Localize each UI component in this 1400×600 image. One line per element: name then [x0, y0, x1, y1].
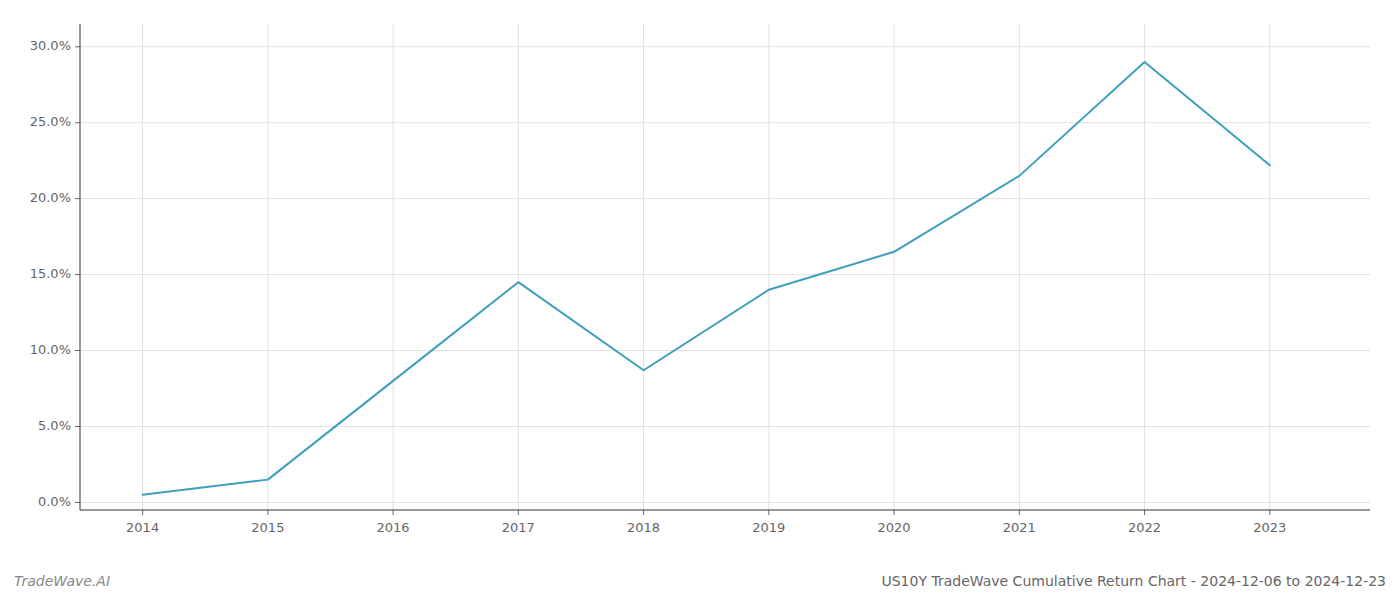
grid: [80, 24, 1370, 510]
x-tick-label: 2019: [752, 520, 785, 535]
x-tick: [643, 510, 644, 515]
x-tick-label: 2022: [1128, 520, 1161, 535]
x-tick: [894, 510, 895, 515]
y-tick-label: 5.0%: [38, 418, 71, 433]
x-tick: [768, 510, 769, 515]
line: [143, 62, 1270, 495]
watermark: TradeWave.AI: [14, 573, 110, 589]
y-tick: [75, 274, 80, 275]
grid-line: [1144, 24, 1145, 510]
y-axis-line: [80, 24, 81, 510]
x-axis-line: [80, 510, 1370, 511]
y-tick: [75, 350, 80, 351]
x-tick-label: 2021: [1003, 520, 1036, 535]
grid-line: [643, 24, 644, 510]
x-tick-label: 2014: [126, 520, 159, 535]
x-tick-label: 2017: [502, 520, 535, 535]
y-tick-label: 10.0%: [30, 342, 71, 357]
y-tick: [75, 426, 80, 427]
y-tick-label: 30.0%: [30, 38, 71, 53]
grid-line: [80, 350, 1370, 351]
x-tick-label: 2018: [627, 520, 660, 535]
x-tick: [1269, 510, 1270, 515]
y-tick: [75, 122, 80, 123]
x-tick-label: 2023: [1253, 520, 1286, 535]
plot-area: [143, 62, 1270, 495]
grid-line: [80, 274, 1370, 275]
axes: 0.0% 5.0% 10.0% 15.0% 20.0% 25.0% 30.0% 2014 201…: [30, 24, 1370, 535]
grid-line: [80, 46, 1370, 47]
y-tick: [75, 198, 80, 199]
y-tick-label: 0.0%: [38, 494, 71, 509]
grid-line: [1269, 24, 1270, 510]
grid-line: [768, 24, 769, 510]
grid-line: [267, 24, 268, 510]
x-tick: [1144, 510, 1145, 515]
y-tick-label: 20.0%: [30, 190, 71, 205]
x-tick: [267, 510, 268, 515]
x-tick-label: 2015: [251, 520, 284, 535]
title: US10Y TradeWave Cumulative Return Chart …: [881, 573, 1386, 589]
y-tick: [75, 502, 80, 503]
y-tick: [75, 46, 80, 47]
x-tick: [1019, 510, 1020, 515]
grid-line: [393, 24, 394, 510]
x-tick: [142, 510, 143, 515]
x-tick: [393, 510, 394, 515]
y-tick-label: 15.0%: [30, 266, 71, 281]
y-tick-label: 25.0%: [30, 114, 71, 129]
grid-line: [894, 24, 895, 510]
grid-line: [80, 198, 1370, 199]
grid-line: [80, 502, 1370, 503]
x-tick-label: 2020: [878, 520, 911, 535]
grid-line: [80, 426, 1370, 427]
grid-line: [142, 24, 143, 510]
x-tick: [518, 510, 519, 515]
grid-line: [1019, 24, 1020, 510]
x-tick-label: 2016: [377, 520, 410, 535]
chart: 0.0% 5.0% 10.0% 15.0% 20.0% 25.0% 30.0% 2014 201…: [0, 0, 1400, 600]
grid-line: [518, 24, 519, 510]
grid-line: [80, 122, 1370, 123]
